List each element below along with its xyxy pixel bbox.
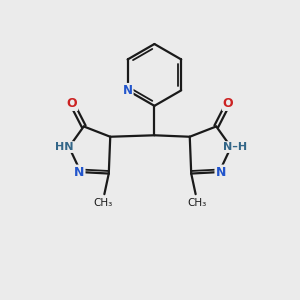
Text: O: O — [67, 97, 77, 110]
Text: CH₃: CH₃ — [188, 198, 207, 208]
Text: HN: HN — [56, 142, 74, 152]
Text: N: N — [74, 166, 85, 178]
Text: N: N — [215, 166, 226, 178]
Text: N: N — [123, 84, 133, 97]
Text: N–H: N–H — [223, 142, 247, 152]
Text: O: O — [223, 97, 233, 110]
Text: CH₃: CH₃ — [93, 198, 112, 208]
